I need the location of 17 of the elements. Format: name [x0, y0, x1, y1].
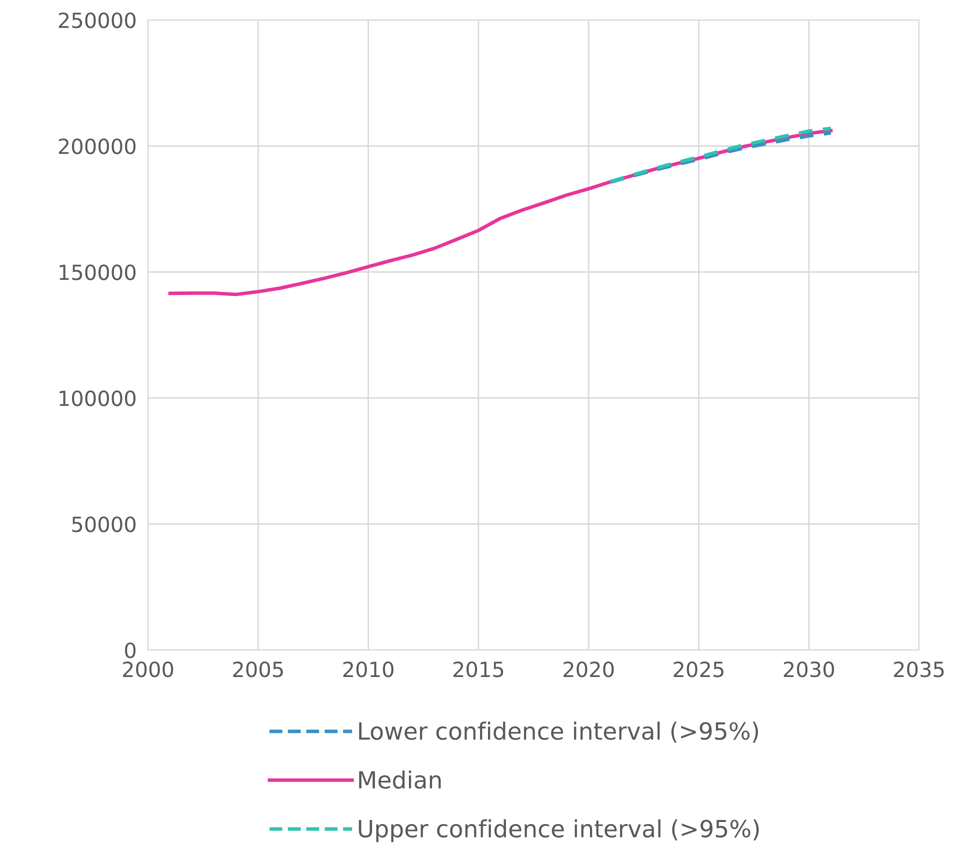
x-tick-label: 2025: [674, 661, 724, 678]
x-tick-label: 2000: [123, 661, 174, 678]
legend-label: Median: [359, 770, 441, 789]
y-tick-label: 0: [125, 642, 136, 658]
legend-label: Upper confidence interval (>95%): [358, 819, 759, 842]
x-tick-label: 2005: [233, 661, 283, 678]
legend-label: Lower confidence interval (>95%): [359, 722, 758, 743]
y-tick-label: 100000: [60, 390, 136, 406]
y-tick-label: 200000: [58, 138, 136, 154]
y-tick-label: 50000: [72, 516, 136, 532]
x-tick-label: 2020: [564, 661, 614, 678]
x-tick-label: 2015: [453, 661, 504, 678]
y-tick-label: 250000: [58, 12, 136, 28]
y-tick-label: 150000: [60, 264, 136, 280]
x-tick-label: 2035: [894, 661, 944, 678]
x-tick-label: 2030: [784, 661, 834, 678]
x-tick-label: 2010: [343, 661, 394, 678]
